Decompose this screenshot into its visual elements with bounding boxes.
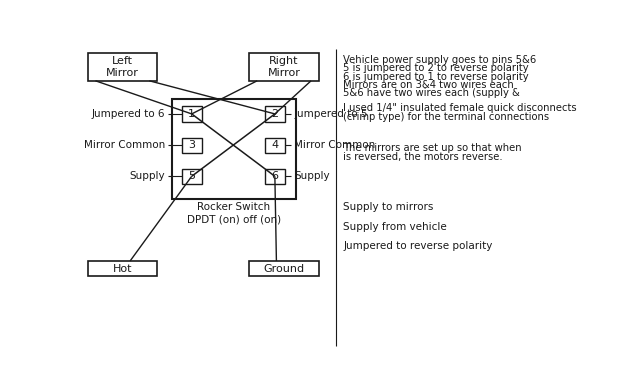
Text: Left
Mirror: Left Mirror [106,56,139,78]
Text: Vehicle power supply goes to pins 5&6: Vehicle power supply goes to pins 5&6 [344,55,537,65]
Text: Supply to mirrors: Supply to mirrors [344,203,434,212]
Text: Mirrors are on 3&4 two wires each: Mirrors are on 3&4 two wires each [344,80,514,90]
Text: Rocker Switch
DPDT (on) off (on): Rocker Switch DPDT (on) off (on) [187,203,281,224]
Text: 6: 6 [271,171,278,181]
Text: Mirror Common: Mirror Common [83,140,164,151]
Text: is reversed, the motors reverse.: is reversed, the motors reverse. [344,152,503,161]
Text: 2: 2 [271,109,278,119]
Text: Ground: Ground [264,264,305,274]
Bar [265,106,285,122]
Bar [88,53,157,81]
Text: The mirrors are set up so that when: The mirrors are set up so that when [344,143,522,153]
Text: 5&6 have two wires each (supply &: 5&6 have two wires each (supply & [344,88,520,99]
Text: I used 1/4" insulated female quick disconnects: I used 1/4" insulated female quick disco… [344,103,577,113]
Text: 1: 1 [188,109,195,119]
Bar [182,169,202,184]
Text: 5: 5 [188,171,195,181]
Text: 3: 3 [188,140,195,151]
Text: 5 is jumpered to 2 to reverse polarity: 5 is jumpered to 2 to reverse polarity [344,63,529,73]
Text: 6 is jumpered to 1 to reverse polarity: 6 is jumpered to 1 to reverse polarity [344,72,529,82]
Text: Supply: Supply [129,171,164,181]
Text: Mirror Common: Mirror Common [294,140,376,151]
Text: Supply: Supply [294,171,330,181]
Bar [88,261,157,276]
Text: Jumpered to 6: Jumpered to 6 [92,109,164,119]
Text: (crimp type) for the terminal connections: (crimp type) for the terminal connection… [344,111,550,122]
Bar [265,138,285,153]
Bar [265,169,285,184]
Bar [182,106,202,122]
Text: Jumpered to reverse polarity: Jumpered to reverse polarity [344,241,493,251]
Bar [182,138,202,153]
Text: Supply from vehicle: Supply from vehicle [344,222,447,232]
Bar [250,53,319,81]
Text: Right
Mirror: Right Mirror [268,56,301,78]
Bar [172,99,296,199]
Bar [250,261,319,276]
Text: Jumpered to 5: Jumpered to 5 [294,109,367,119]
Text: Hot: Hot [113,264,132,274]
Text: 4: 4 [271,140,278,151]
